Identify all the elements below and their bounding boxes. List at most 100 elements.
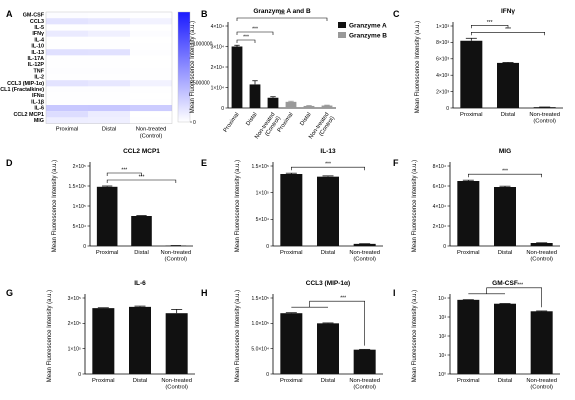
heatmap-cell [46, 18, 88, 25]
y-tick-label: 1.5×10⁵ [251, 164, 269, 170]
significance-bracket [106, 172, 142, 176]
heatmap-cell [46, 86, 88, 93]
heatmap-cell [88, 24, 130, 31]
chart-title: IFNγ [501, 8, 515, 15]
y-axis-label: Mean Fluorescence Intensity (a.u.) [47, 290, 53, 382]
x-tick-label: Non-treated(Control) [161, 250, 192, 263]
heatmap-row-label: CXCL1 (Fractalkine) [0, 87, 44, 93]
significance-bracket [471, 24, 509, 29]
x-tick-label: Proximal [223, 112, 241, 134]
heatmap-row-label: IL-1β [31, 99, 45, 105]
x-tick-label: Distal [321, 250, 336, 256]
heatmap-cell [130, 61, 172, 68]
heatmap-frame [45, 11, 173, 124]
x-tick-label: Non-treated(Control) [349, 378, 380, 391]
significance-label: *** [502, 169, 508, 175]
heatmap-cell [88, 98, 130, 105]
bar [231, 46, 243, 108]
y-tick-label: 10² [439, 334, 447, 340]
significance-label: *** [505, 27, 511, 33]
heatmap-row-label: IFNγ [32, 31, 44, 37]
heatmap-cell [130, 92, 172, 99]
colorbar [177, 11, 191, 123]
heatmap-cell [88, 74, 130, 81]
heatmap-row-label: IL-10 [31, 44, 44, 50]
heatmap-cell [130, 43, 172, 50]
x-tick-label: Proximal [280, 378, 303, 384]
heatmap-row-label: IL-13 [31, 50, 44, 56]
y-tick-label: 2×10⁵ [73, 164, 86, 170]
heatmap-row-label: IL-12P [28, 62, 45, 68]
y-tick-label: 10⁴ [438, 296, 446, 302]
bar-panel-B: B Granzyme A and B 0 1×10⁴ 2×10⁴ 3×10⁴ 4×10⁴ Me… [190, 8, 387, 140]
heatmap-cell [88, 61, 130, 68]
y-tick-label: 5.0×10⁴ [251, 346, 269, 352]
bar [267, 97, 279, 108]
heatmap-cell [46, 80, 88, 87]
y-tick-label: 4×10⁴ [211, 24, 224, 30]
y-tick-label: 1×10⁵ [73, 204, 86, 210]
significance-bracket [106, 179, 177, 183]
x-tick-label: Distal [321, 378, 336, 384]
panel-label-I: I [393, 288, 396, 298]
significance-bracket [236, 39, 256, 43]
bar [460, 40, 483, 109]
x-tick-label: Non-treated(Control) [526, 378, 557, 391]
colorbar-tick-label: 500000 [193, 81, 210, 87]
heatmap-col-label: Non-treated (Control) [136, 127, 167, 140]
heatmap-cell [130, 49, 172, 56]
y-tick-label: 1.5×10⁵ [68, 184, 86, 190]
x-tick-label: Proximal [457, 250, 480, 256]
heatmap-cell [130, 111, 172, 118]
bar [165, 313, 188, 374]
significance-label: *** [121, 168, 127, 174]
x-tick-label: Distal [134, 250, 149, 256]
heatmap-cell [46, 49, 88, 56]
x-tick-label: Non-treated(Control) [349, 250, 380, 263]
y-tick-label: 2×10⁴ [211, 65, 224, 71]
y-tick-label: 2×10⁴ [433, 224, 446, 230]
bar [285, 101, 297, 108]
x-tick-label: Distal [501, 112, 516, 118]
chart-title: GM-CSF [492, 280, 518, 287]
heatmap-cell [88, 12, 130, 19]
heatmap-cell [130, 98, 172, 105]
significance-label: *** [325, 162, 331, 168]
heatmap-cell [88, 80, 130, 87]
y-tick-label: 5×10⁴ [256, 217, 269, 223]
bar [530, 243, 553, 246]
bar-panel-E: E IL-13 0 5×10⁴ 1×10⁵ 1.5×10⁵ Mean Fluorescenc… [201, 148, 383, 263]
y-tick-label: 6×10³ [436, 57, 449, 63]
bar [353, 349, 376, 374]
heatmap-row-label: IL-2 [34, 75, 44, 81]
heatmap-cell [46, 12, 88, 19]
y-tick-label: 10⁰ [438, 372, 446, 378]
significance-label: *** [252, 27, 258, 33]
bar [353, 243, 376, 246]
heatmap-cell [88, 111, 130, 118]
panel-label-H: H [201, 288, 208, 298]
panel-label-B: B [201, 9, 208, 19]
significance-label: *** [139, 175, 145, 181]
chart-title: Granzyme A and B [253, 8, 311, 15]
heatmap-row-label: CCL3 (MIP-1α) [7, 81, 44, 87]
heatmap-row-label: IL-17A [28, 56, 45, 62]
panel-label-C: C [393, 9, 400, 19]
y-tick-label: 1×10⁵ [68, 346, 81, 352]
y-tick-label: 2×10⁵ [68, 321, 81, 327]
panel-label-G: G [6, 288, 13, 298]
heatmap-cell [88, 36, 130, 43]
y-tick-label: 1×10⁴ [211, 85, 224, 91]
heatmap-row-label: GM-CSF [23, 13, 45, 19]
bar [457, 181, 480, 246]
heatmap-cell [46, 111, 88, 118]
heatmap-cell [88, 55, 130, 62]
heatmap-cell [46, 74, 88, 81]
bar [317, 323, 339, 374]
significance-label: *** [279, 13, 285, 19]
legend-swatch [338, 32, 346, 38]
heatmap-cell [130, 36, 172, 43]
y-axis-label: Mean Fluorescence Intensity (a.u.) [412, 160, 418, 252]
y-axis-label: Mean Fluorescence Intensity (a.u.) [235, 160, 241, 252]
